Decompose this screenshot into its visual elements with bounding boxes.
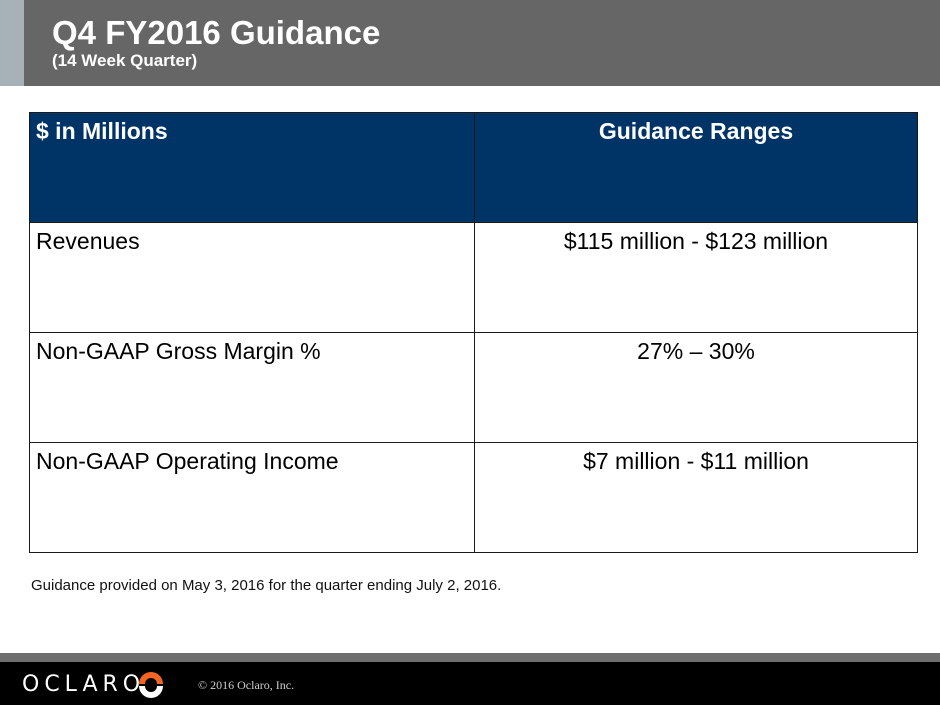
slide-title: Q4 FY2016 Guidance (52, 14, 381, 51)
row-label: Non-GAAP Operating Income (29, 442, 475, 553)
copyright-text: © 2016 Oclaro, Inc. (198, 678, 295, 692)
header-cell-units: $ in Millions (29, 112, 475, 223)
footer-divider (0, 653, 940, 662)
slide-footer: OCLARO © 2016 Oclaro, Inc. (0, 662, 940, 705)
row-value: $7 million - $11 million (474, 442, 918, 553)
row-label: Non-GAAP Gross Margin % (29, 332, 475, 443)
guidance-footnote: Guidance provided on May 3, 2016 for the… (31, 577, 502, 594)
row-label: Revenues (29, 222, 475, 333)
slide-header: Q4 FY2016 Guidance (14 Week Quarter) (0, 0, 940, 86)
row-value: $115 million - $123 million (474, 222, 918, 333)
row-value: 27% – 30% (474, 332, 918, 443)
guidance-table: $ in Millions Guidance Ranges Revenues $… (29, 112, 918, 553)
table-header-row: $ in Millions Guidance Ranges (29, 112, 918, 223)
oclaro-logo-icon (139, 672, 163, 698)
table-row: Non-GAAP Operating Income $7 million - $… (29, 442, 918, 553)
table-row: Non-GAAP Gross Margin % 27% – 30% (29, 332, 918, 443)
slide-subtitle: (14 Week Quarter) (52, 51, 198, 70)
header-accent-bar (0, 0, 24, 86)
oclaro-logo-text: OCLARO (22, 672, 146, 697)
header-cell-guidance: Guidance Ranges (474, 112, 918, 223)
table-row: Revenues $115 million - $123 million (29, 222, 918, 333)
